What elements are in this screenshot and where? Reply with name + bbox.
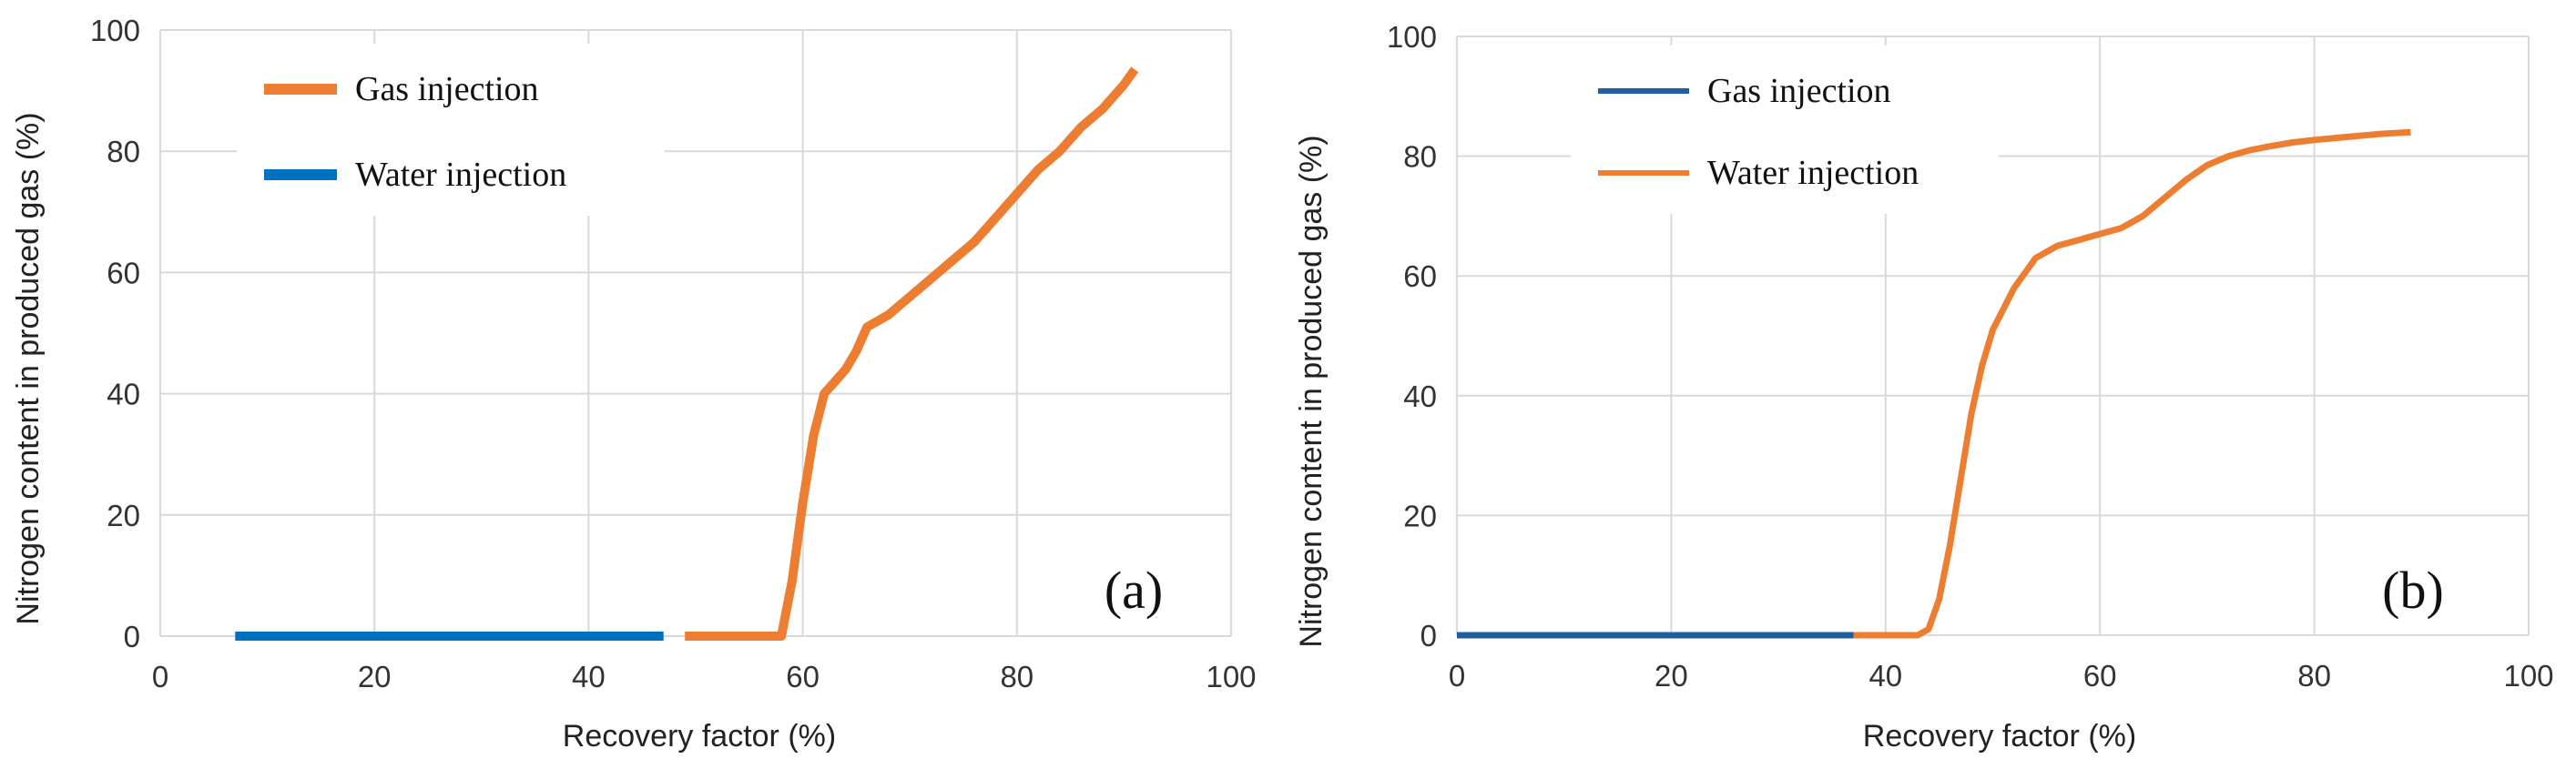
- chart-a-plot: 0 20 40 60 80 100 0 20 40 60 80 100 Gas injection Wat…: [90, 14, 1257, 693]
- chart-a-panel-label: (a): [1105, 561, 1163, 620]
- chart-a-x-axis-title: Recovery factor (%): [563, 719, 836, 754]
- chart-a-x-tick-label: 80: [1000, 660, 1033, 693]
- chart-a-y-tick-label: 0: [124, 620, 140, 653]
- chart-b-svg: 0 20 40 60 80 100 0 20 40 60 80 100 Gas injection Wat…: [1294, 20, 2554, 754]
- chart-a-y-tick-label: 60: [107, 256, 140, 289]
- chart-a-y-tick-label: 100: [90, 14, 140, 47]
- chart-b-panel-label: (b): [2382, 561, 2444, 620]
- chart-a-y-axis-title: Nitrogen content in produced gas (%): [11, 112, 46, 624]
- chart-b-x-tick-label: 0: [1449, 659, 1465, 693]
- chart-a-y-tick-label: 20: [107, 499, 140, 532]
- chart-a-legend-label: Water injection: [355, 156, 566, 194]
- chart-a-x-tick-label: 40: [572, 660, 606, 693]
- chart-b-y-tick-label: 0: [1420, 619, 1437, 653]
- chart-b-series-line-2: [1853, 128, 2411, 639]
- chart-a-x-tick-label: 20: [358, 660, 392, 693]
- chart-b-y-tick-label: 100: [1387, 20, 1437, 54]
- chart-b-legend-label: Gas injection: [1707, 72, 1891, 110]
- chart-b-y-axis-title: Nitrogen content in produced gas (%): [1294, 135, 1329, 647]
- chart-a-y-tick-label: 40: [107, 378, 140, 411]
- chart-panel-b: 0 20 40 60 80 100 0 20 40 60 80 100 Gas injection Wat…: [1288, 0, 2576, 764]
- chart-b-x-tick-label: 40: [1868, 659, 1902, 693]
- chart-a-x-tick-label: 100: [1206, 660, 1256, 693]
- chart-b-plot: 0 20 40 60 80 100 0 20 40 60 80 100 Gas injection Wat…: [1387, 20, 2554, 693]
- chart-a-legend-bg: [237, 44, 665, 216]
- chart-a-x-tick-label: 0: [152, 660, 168, 693]
- chart-b-y-tick-label: 60: [1403, 259, 1437, 293]
- chart-a-y-tick-label: 80: [107, 135, 140, 168]
- chart-b-y-tick-label: 80: [1403, 140, 1437, 174]
- chart-b-x-tick-label: 80: [2297, 659, 2331, 693]
- chart-b-legend-label: Water injection: [1707, 154, 1919, 192]
- chart-a-legend-label: Gas injection: [355, 70, 539, 108]
- chart-a-series-line-1: [685, 66, 1139, 641]
- chart-b-x-axis-title: Recovery factor (%): [1863, 719, 2136, 754]
- chart-b-y-tick-label: 40: [1403, 379, 1437, 413]
- chart-panel-a: 0 20 40 60 80 100 0 20 40 60 80 100 Gas injection Wat…: [0, 0, 1288, 764]
- chart-b-x-tick-label: 20: [1655, 659, 1688, 693]
- chart-b-legend-bg: [1571, 46, 1999, 214]
- chart-a-x-tick-label: 60: [786, 660, 820, 693]
- chart-b-x-tick-label: 100: [2503, 659, 2553, 693]
- chart-b-y-tick-label: 20: [1403, 499, 1437, 532]
- chart-b-x-tick-label: 60: [2083, 659, 2117, 693]
- chart-a-svg: 0 20 40 60 80 100 0 20 40 60 80 100 Gas injection Wat…: [11, 14, 1257, 754]
